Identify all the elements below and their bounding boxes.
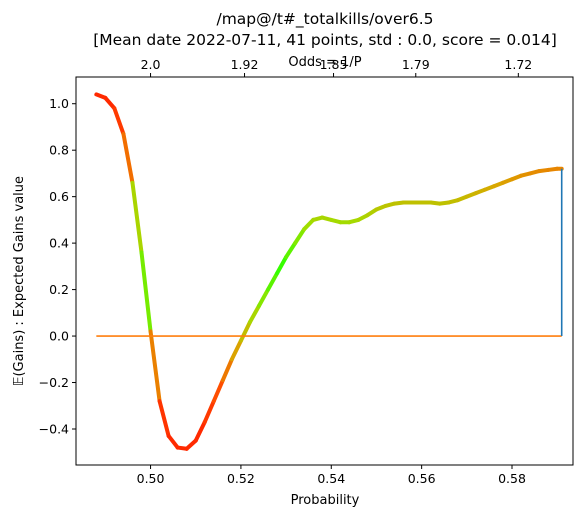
expected-gains-segment [112,106,126,136]
y-tick-label: −0.4 [39,421,69,436]
expected-gains-segment [302,217,316,232]
x-tick-label: 0.56 [408,471,436,486]
expected-gains-segment [266,271,280,292]
expected-gains-segment [148,329,162,404]
y-axis-label: 𝔼(Gains) : Expected Gains value [12,176,27,386]
y-tick-label: 0.2 [49,282,69,297]
chart-title-line-1: /map@/t#_totalkills/over6.5 [216,10,433,29]
expected-gains-segment [139,250,153,334]
y-axis-ticks: −0.4 −0.2 0.0 0.2 0.4 0.6 0.8 1.0 [39,96,76,436]
x-axis-ticks: 0.50 0.52 0.54 0.56 0.58 [137,465,526,486]
y-tick-label: 1.0 [49,96,69,111]
expected-gains-segment [130,180,144,255]
top-axis-label: Odds = 1/P [288,55,361,70]
y-tick-label: 0.0 [49,329,69,344]
y-tick-label: −0.2 [39,375,69,390]
y-tick-label: 0.4 [49,236,69,251]
top-tick-label: 2.0 [141,57,161,72]
expected-gains-segment [220,357,234,383]
top-tick-label: 1.85 [320,57,348,72]
expected-gains-segment [193,420,207,443]
expected-gains-segment [238,320,252,343]
expected-gains-segment [247,303,261,325]
chart-title-line-2: [Mean date 2022-07-11, 41 points, std : … [93,31,557,49]
expected-gains-segment [284,241,298,260]
x-tick-label: 0.52 [227,471,255,486]
plot-series [94,92,564,451]
plot-frame [75,76,574,466]
x-tick-label: 0.54 [317,471,345,486]
x-tick-label: 0.50 [137,471,165,486]
top-tick-label: 1.79 [402,57,430,72]
x-tick-label: 0.58 [498,471,526,486]
expected-gains-segment [166,433,180,450]
top-tick-label: 1.72 [504,57,532,72]
y-tick-label: 0.6 [49,189,69,204]
expected-gains-segment [256,287,271,308]
y-tick-label: 0.8 [49,143,69,158]
expected-gains-segment [121,131,135,185]
expected-gains-segment [211,378,225,404]
expected-gains-segment [202,399,216,425]
expected-gains-segment [157,399,171,438]
top-tick-label: 1.92 [231,57,259,72]
top-axis-ticks: 2.0 1.92 1.85 1.79 1.72 [141,57,532,77]
expected-gains-segment [293,227,307,246]
expected-gains-segment [184,438,198,451]
expected-gains-segment [275,255,289,276]
expected-gains-segment [229,338,243,362]
expected-gains-segment [103,95,117,111]
x-axis-label: Probability [291,493,360,508]
